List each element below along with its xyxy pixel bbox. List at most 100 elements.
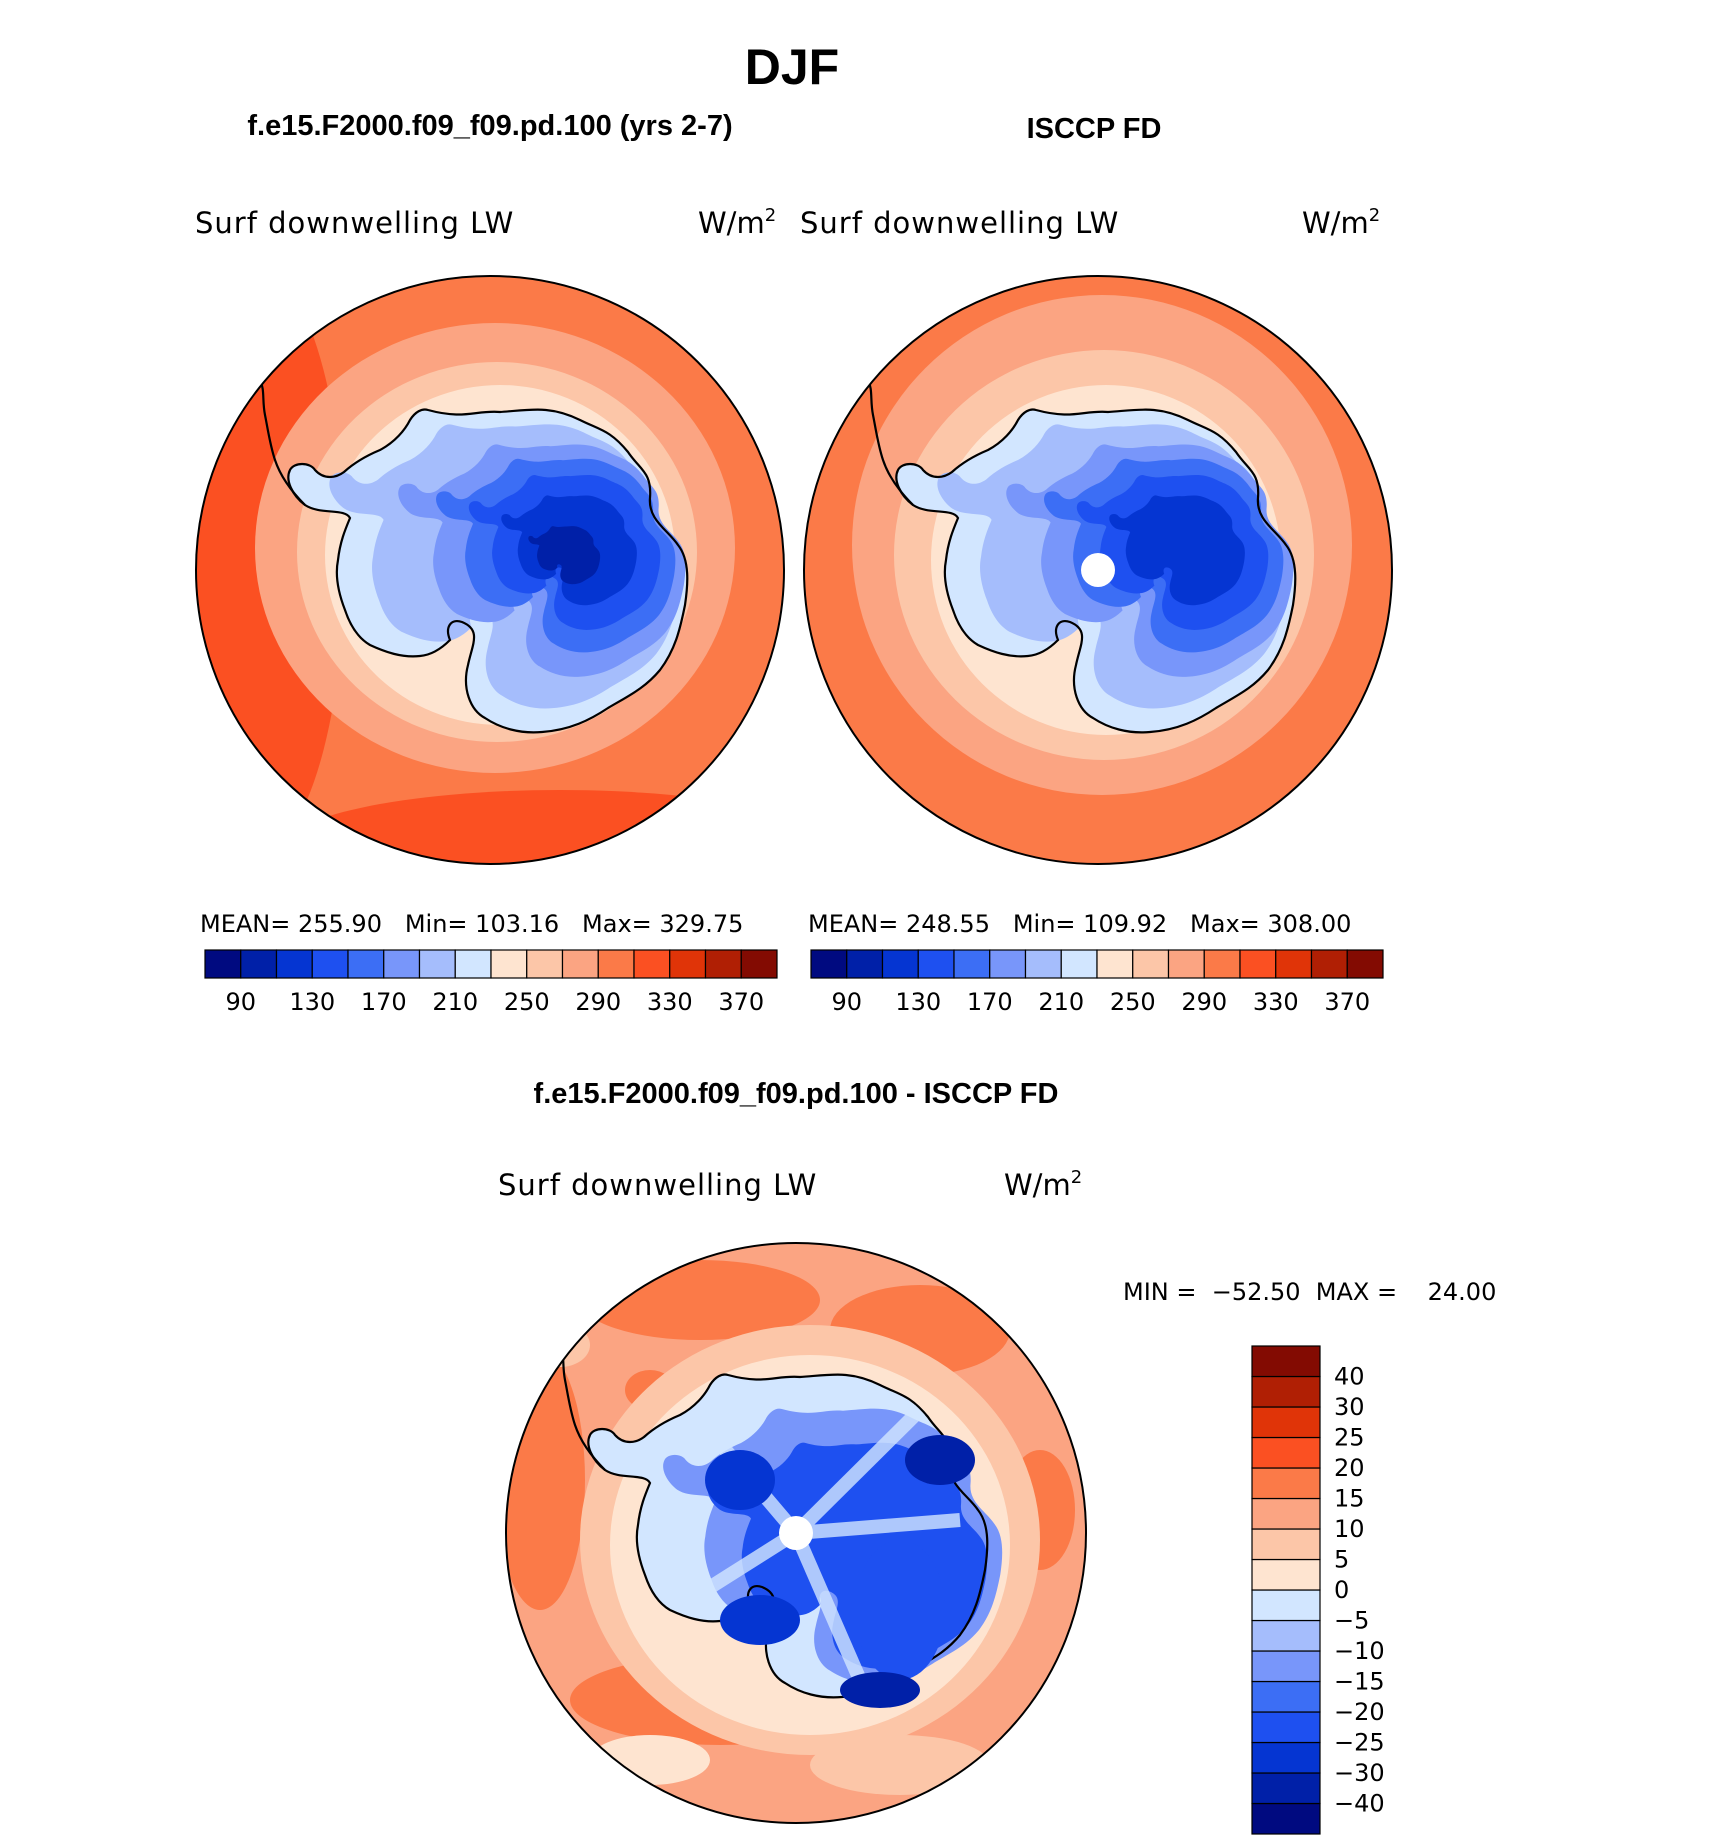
colorbar-box	[633, 949, 671, 979]
colorbar-box	[1251, 1528, 1321, 1561]
colorbar-box	[989, 949, 1027, 979]
panel-1-stats: MEAN= 255.90 Min= 103.16 Max= 329.75	[200, 910, 743, 938]
colorbar-box	[454, 949, 492, 979]
colorbar-box	[1275, 949, 1313, 979]
colorbar-box	[1251, 1772, 1321, 1805]
diff-heading: f.e15.F2000.f09_f09.pd.100 - ISCCP FD	[534, 1078, 1059, 1110]
colorbar-tick-label: −5	[1334, 1607, 1369, 1635]
colorbar-tick-label: −20	[1334, 1698, 1385, 1726]
colorbar-tick-label: −40	[1334, 1790, 1385, 1818]
colorbar-box	[1310, 949, 1348, 979]
colorbar-box	[1251, 1650, 1321, 1683]
colorbar-box	[311, 949, 349, 979]
colorbar-box	[1251, 1497, 1321, 1530]
colorbar-tick-label: 90	[225, 988, 256, 1016]
map-panel-1-border	[195, 275, 785, 865]
colorbar-box	[561, 949, 599, 979]
pole-hole	[1081, 553, 1115, 587]
colorbar-box	[204, 949, 242, 979]
colorbar-box	[526, 949, 564, 979]
colorbar-tick-label: 130	[289, 988, 335, 1016]
map-panel-diff	[506, 1243, 1086, 1823]
map-panel-2-border	[803, 275, 1393, 865]
colorbar-box	[1239, 949, 1277, 979]
colorbar-box	[597, 949, 635, 979]
colorbar-tick-label: 210	[1038, 988, 1084, 1016]
colorbar-box	[1096, 949, 1134, 979]
colorbar-tick-label: 290	[575, 988, 621, 1016]
colorbar-box	[1251, 1375, 1321, 1408]
colorbar-box	[1251, 1406, 1321, 1439]
colorbar-tick-label: 370	[1324, 988, 1370, 1016]
colorbar-box	[1251, 1589, 1321, 1622]
colorbar-tick-label: 170	[361, 988, 407, 1016]
diff-units: W/m2	[1004, 1167, 1082, 1202]
colorbar-tick-label: 0	[1334, 1576, 1349, 1604]
diff-pole-hole	[779, 1516, 813, 1550]
colorbar-box	[669, 949, 707, 979]
panel-1-variable: Surf downwelling LW	[195, 206, 514, 240]
colorbar-tick-label: 30	[1334, 1393, 1365, 1421]
colorbar-tick-label: 25	[1334, 1424, 1365, 1452]
colorbar-box	[1251, 1680, 1321, 1713]
colorbar-tick-label: 330	[1253, 988, 1299, 1016]
figure-title: DJF	[745, 39, 839, 95]
colorbar-box	[1060, 949, 1098, 979]
colorbar-tick-label: 250	[1110, 988, 1156, 1016]
colorbar-tick-label: 5	[1334, 1546, 1349, 1574]
panel-2-units: W/m2	[1302, 205, 1380, 240]
diff-stats: MIN = −52.50 MAX = 24.00	[1123, 1278, 1496, 1306]
colorbar-box	[275, 949, 313, 979]
colorbar-box	[810, 949, 848, 979]
colorbar-box	[953, 949, 991, 979]
colorbar-box	[846, 949, 884, 979]
colorbar-box	[490, 949, 528, 979]
colorbar-2: 90 130 170 210 250 290 330 370	[810, 949, 1384, 1016]
colorbar-box	[347, 949, 385, 979]
colorbar-box	[1346, 949, 1384, 979]
colorbar-tick-label: −10	[1334, 1637, 1385, 1665]
panel-2-heading: ISCCP FD	[1027, 113, 1162, 145]
colorbar-box	[917, 949, 955, 979]
colorbar-box	[740, 949, 778, 979]
colorbar-tick-label: 290	[1181, 988, 1227, 1016]
colorbar-tick-label: 170	[967, 988, 1013, 1016]
colorbar-box	[1251, 1619, 1321, 1652]
panel-1-heading: f.e15.F2000.f09_f09.pd.100 (yrs 2-7)	[247, 110, 732, 142]
colorbar-box	[1251, 1711, 1321, 1744]
colorbar-box	[1251, 1436, 1321, 1469]
map-panel-2	[804, 276, 1392, 864]
colorbar-tick-label: 210	[432, 988, 478, 1016]
panel-1-units: W/m2	[698, 205, 776, 240]
colorbar-box	[383, 949, 421, 979]
colorbar-box	[881, 949, 919, 979]
colorbar-box	[1251, 1741, 1321, 1774]
map-panel-diff-border	[505, 1242, 1087, 1824]
colorbar-box	[1251, 1558, 1321, 1591]
colorbar-box	[418, 949, 456, 979]
colorbar-tick-label: 15	[1334, 1485, 1365, 1513]
colorbar-box	[1167, 949, 1205, 979]
colorbar-tick-label: −25	[1334, 1729, 1385, 1757]
colorbar-tick-label: 250	[504, 988, 550, 1016]
colorbar-box	[704, 949, 742, 979]
colorbar-tick-label: 370	[718, 988, 764, 1016]
colorbar-tick-label: 90	[831, 988, 862, 1016]
colorbar-tick-label: 330	[647, 988, 693, 1016]
panel-2-variable: Surf downwelling LW	[800, 206, 1119, 240]
colorbar-tick-label: −15	[1334, 1668, 1385, 1696]
panel-2-stats: MEAN= 248.55 Min= 109.92 Max= 308.00	[808, 910, 1351, 938]
colorbar-tick-label: 10	[1334, 1515, 1365, 1543]
colorbar-tick-label: 20	[1334, 1454, 1365, 1482]
colorbar-box	[1251, 1467, 1321, 1500]
colorbar-tick-label: 40	[1334, 1363, 1365, 1391]
colorbar-box	[240, 949, 278, 979]
diff-variable: Surf downwelling LW	[498, 1168, 817, 1202]
colorbar-box	[1024, 949, 1062, 979]
map-panel-1	[196, 276, 784, 864]
colorbar-box	[1203, 949, 1241, 979]
colorbar-tick-label: −30	[1334, 1759, 1385, 1787]
colorbar-box	[1132, 949, 1170, 979]
